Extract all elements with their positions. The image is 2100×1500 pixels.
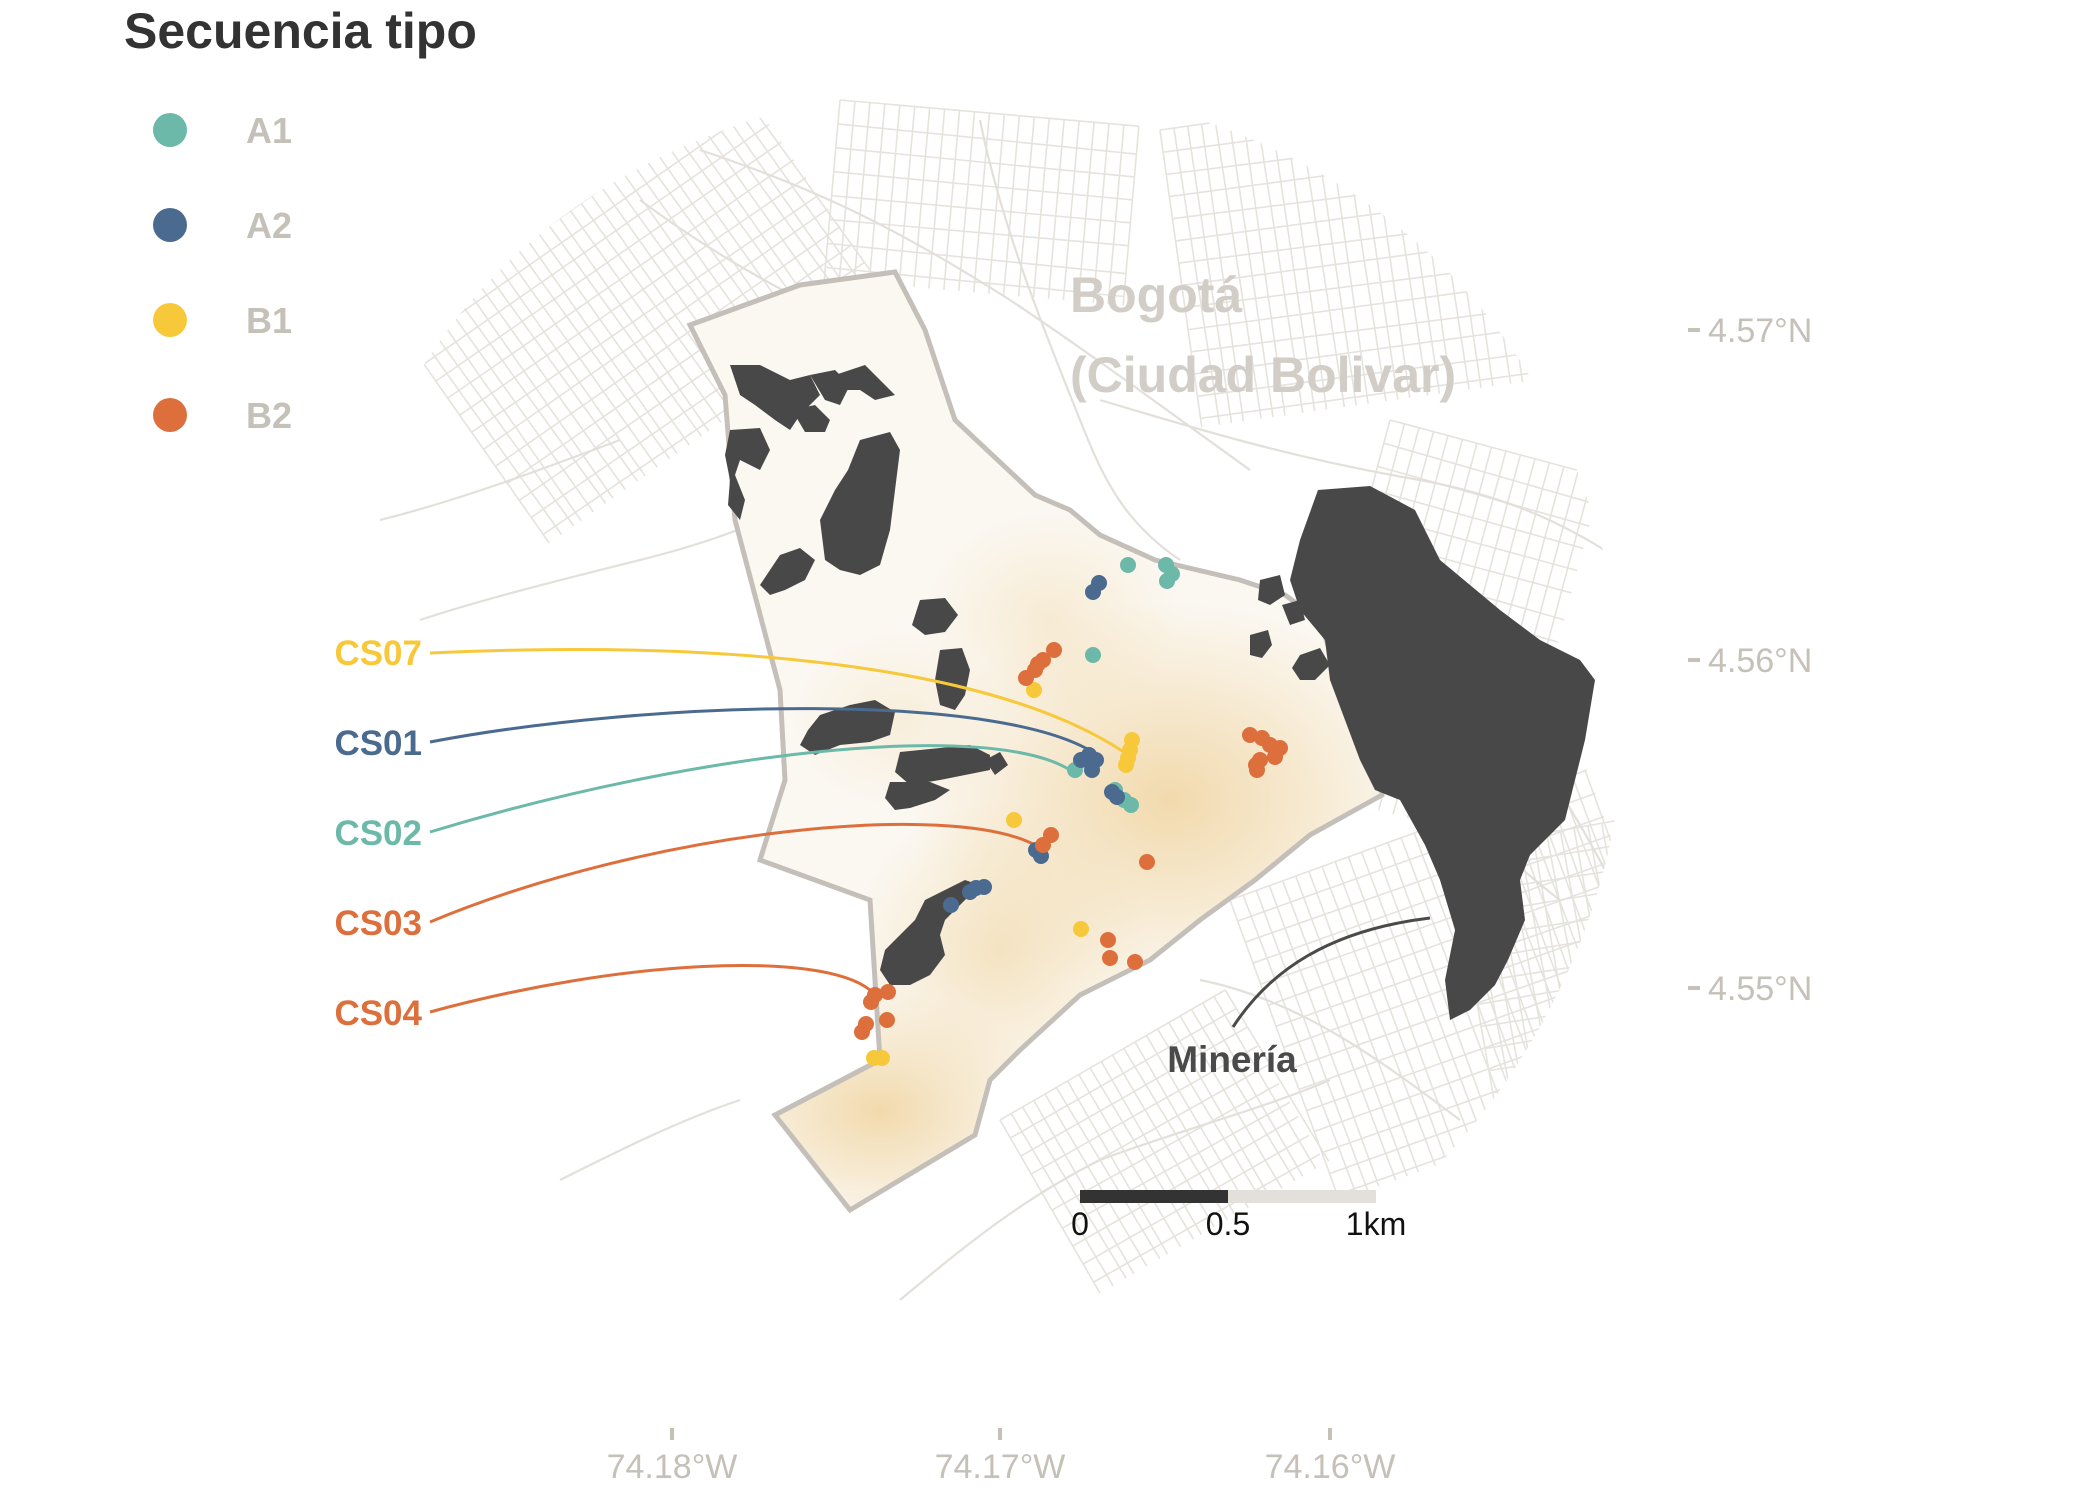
point-a1 — [1085, 647, 1101, 663]
longitude-axis: 74.18°W 74.17°W 74.16°W — [607, 1428, 1396, 1486]
point-b2 — [1242, 727, 1258, 743]
point-b2 — [879, 1012, 895, 1028]
callout-line-cs04 — [429, 963, 871, 1014]
scale-label-0-5: 0.5 — [1206, 1206, 1250, 1242]
place-label-ciudad-bolivar: (Ciudad Bolivar) — [1070, 347, 1456, 403]
scale-bar-dark-segment — [1080, 1190, 1228, 1203]
callout-line-cs01 — [429, 707, 1101, 759]
legend-label-b1: B1 — [246, 300, 292, 341]
legend-swatch-b2 — [153, 398, 187, 432]
place-label-bogota: Bogotá — [1070, 267, 1242, 323]
site-label-cs07: CS07 — [334, 634, 422, 673]
mining-callout-line — [1231, 916, 1431, 1028]
lat-tick-label: 4.57°N — [1708, 312, 1812, 350]
point-a1 — [1120, 557, 1136, 573]
point-b2 — [1035, 837, 1051, 853]
legend-swatch-a2 — [153, 208, 187, 242]
mining-label: Minería — [1167, 1039, 1297, 1080]
point-b1 — [874, 1050, 890, 1066]
point-b2 — [1046, 642, 1062, 658]
site-label-cs01: CS01 — [334, 724, 422, 763]
point-b1 — [1073, 921, 1089, 937]
point-b1 — [1118, 757, 1134, 773]
legend-title: Secuencia tipo — [124, 3, 477, 59]
point-b2 — [1139, 854, 1155, 870]
callout-line-cs07 — [429, 647, 1136, 762]
point-b2 — [1102, 950, 1118, 966]
site-label-cs03: CS03 — [334, 904, 422, 943]
site-callouts — [429, 647, 1136, 1014]
sequence-points — [854, 557, 1288, 1066]
point-b2 — [1267, 749, 1283, 765]
legend-label-b2: B2 — [246, 395, 292, 436]
scale-bar: 0 0.5 1km — [1071, 1190, 1406, 1242]
point-b2 — [1100, 932, 1116, 948]
point-b1 — [1006, 812, 1022, 828]
site-labels: CS07 CS01 CS02 CS03 CS04 — [334, 634, 422, 1033]
point-b2 — [1030, 656, 1046, 672]
point-b2 — [854, 1024, 870, 1040]
lon-tick-label: 74.18°W — [607, 1448, 738, 1486]
point-a2 — [976, 879, 992, 895]
point-b2 — [1249, 762, 1265, 778]
point-b2 — [1127, 954, 1143, 970]
callout-line-cs03 — [429, 822, 1036, 924]
legend: A1 A2 B1 B2 — [153, 110, 292, 436]
point-b2 — [1018, 670, 1034, 686]
point-a1 — [1123, 797, 1139, 813]
point-a2 — [1084, 762, 1100, 778]
point-a2 — [1104, 784, 1120, 800]
scale-label-1km: 1km — [1346, 1206, 1406, 1242]
lon-tick-label: 74.17°W — [935, 1448, 1066, 1486]
point-b1 — [1026, 682, 1042, 698]
point-a1 — [1159, 573, 1175, 589]
point-a2 — [1085, 584, 1101, 600]
legend-swatch-a1 — [153, 113, 187, 147]
site-label-cs02: CS02 — [334, 814, 422, 853]
point-a2 — [943, 897, 959, 913]
lon-tick-label: 74.16°W — [1265, 1448, 1396, 1486]
scale-label-0: 0 — [1071, 1206, 1089, 1242]
legend-swatch-b1 — [153, 303, 187, 337]
legend-label-a1: A1 — [246, 110, 292, 151]
mining-areas — [725, 365, 1595, 1020]
callout-line-cs02 — [429, 744, 1071, 834]
scale-bar-light-segment — [1228, 1190, 1376, 1203]
lat-tick-label: 4.56°N — [1708, 642, 1812, 680]
legend-label-a2: A2 — [246, 205, 292, 246]
point-b2 — [863, 994, 879, 1010]
latitude-axis: 4.57°N 4.56°N 4.55°N — [1688, 312, 1812, 1008]
site-label-cs04: CS04 — [334, 994, 422, 1033]
point-b2 — [880, 984, 896, 1000]
lat-tick-label: 4.55°N — [1708, 970, 1812, 1008]
